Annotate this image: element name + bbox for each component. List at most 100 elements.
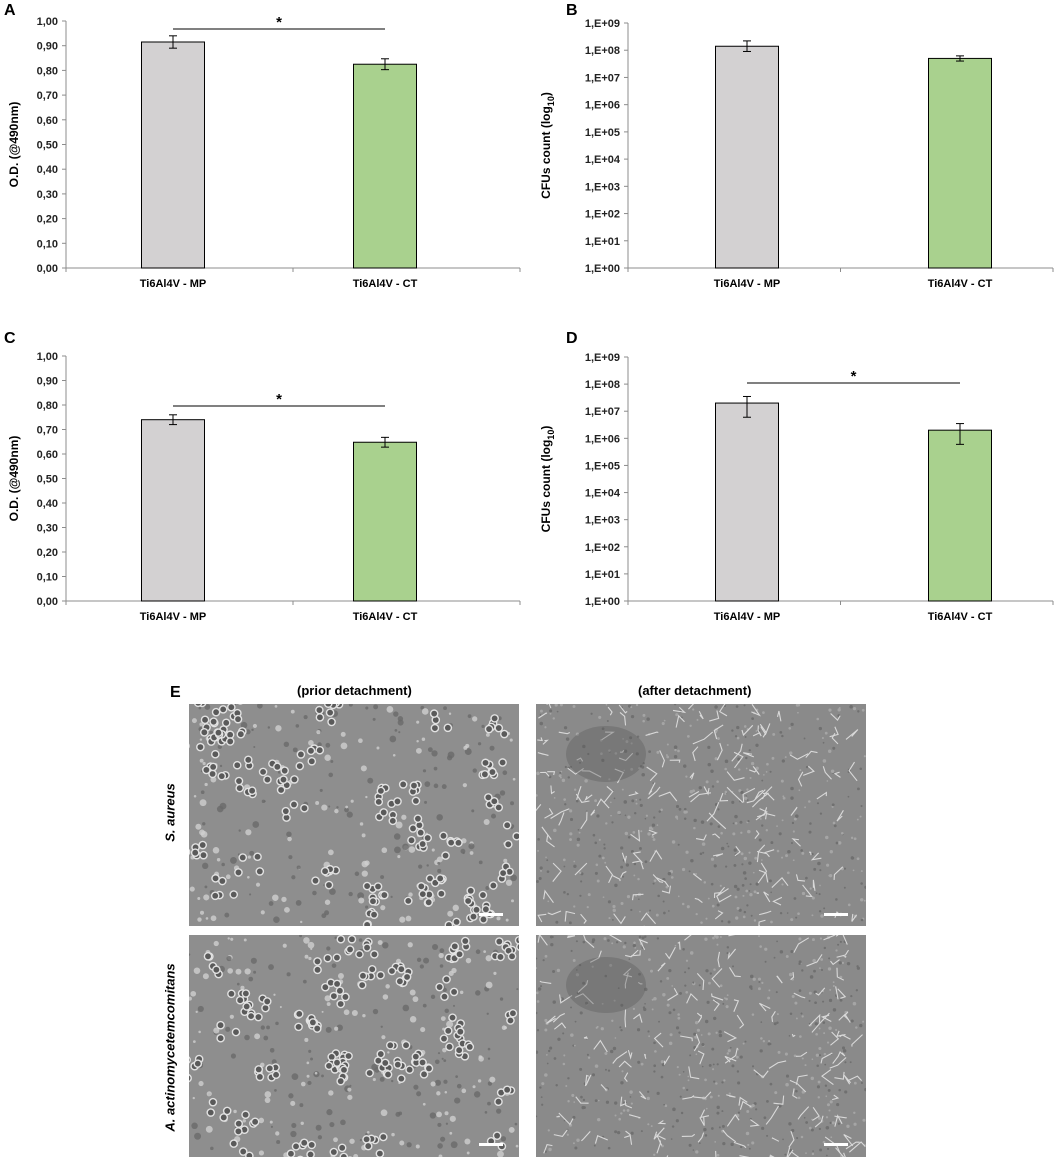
sem-particle bbox=[315, 800, 320, 805]
sem-grain bbox=[685, 850, 689, 854]
y-tick-label: 0,60 bbox=[37, 115, 58, 127]
sem-particle bbox=[358, 938, 363, 942]
sem-bacterium bbox=[311, 876, 320, 885]
sem-grain bbox=[592, 833, 596, 837]
sem-grain bbox=[647, 832, 651, 836]
sem-crack bbox=[791, 838, 801, 847]
sem-particle bbox=[295, 724, 300, 728]
sem-crack bbox=[547, 771, 556, 776]
sem-bacterium bbox=[234, 1119, 244, 1128]
sem-grain bbox=[646, 1096, 650, 1101]
sem-grain bbox=[544, 1018, 548, 1022]
sem-bacterium bbox=[367, 964, 377, 974]
sem-particle bbox=[271, 1059, 277, 1065]
sem-bacterium bbox=[469, 912, 478, 921]
sem-grain bbox=[616, 1130, 621, 1135]
sem-particle bbox=[449, 1115, 456, 1122]
sem-grain bbox=[745, 756, 748, 760]
sem-grain bbox=[846, 961, 851, 966]
sem-grain bbox=[536, 967, 538, 969]
sem-particle bbox=[483, 950, 487, 953]
sem-bacterium bbox=[443, 1026, 453, 1036]
sem-grain bbox=[844, 1061, 847, 1064]
sem-grain bbox=[624, 831, 629, 836]
sem-crack bbox=[773, 1095, 785, 1105]
sem-grain bbox=[579, 894, 582, 897]
sem-crack bbox=[759, 723, 767, 738]
sem-grain bbox=[752, 871, 755, 874]
y-tick-label: 0,70 bbox=[37, 90, 58, 102]
sem-bacterium bbox=[385, 1040, 395, 1050]
sem-grain bbox=[832, 746, 836, 750]
sem-grain bbox=[604, 861, 607, 864]
sem-particle bbox=[460, 848, 466, 854]
sem-particle bbox=[381, 1035, 386, 1040]
sem-grain bbox=[558, 774, 562, 778]
sem-row-label-a-actino: A. actinomycetemcomitans bbox=[162, 963, 178, 1132]
sem-grain bbox=[700, 921, 703, 924]
sem-bacterium bbox=[235, 995, 245, 1005]
sem-grain bbox=[749, 985, 753, 989]
sem-grain bbox=[799, 1035, 802, 1038]
sem-particle bbox=[290, 709, 295, 714]
sem-crack bbox=[754, 830, 760, 839]
sem-grain bbox=[828, 708, 832, 712]
sem-particle bbox=[330, 759, 334, 763]
sem-crack bbox=[656, 877, 670, 888]
sem-particle bbox=[328, 1090, 334, 1096]
sem-bacterium bbox=[452, 917, 461, 926]
sem-grain bbox=[724, 767, 727, 771]
sem-bacterium bbox=[216, 1033, 225, 1043]
sem-bacterium bbox=[357, 980, 367, 990]
sem-grain bbox=[755, 1108, 758, 1111]
sem-grain bbox=[758, 935, 760, 938]
sem-grain bbox=[573, 1044, 576, 1047]
sem-grain bbox=[766, 762, 769, 766]
sem-grain bbox=[630, 1131, 634, 1135]
sem-grain bbox=[675, 713, 679, 717]
sem-grain bbox=[798, 962, 801, 966]
sem-grain bbox=[634, 812, 637, 815]
sem-bacterium bbox=[196, 742, 205, 752]
sem-grain bbox=[713, 1080, 716, 1083]
sem-particle bbox=[499, 790, 506, 796]
sem-grain bbox=[749, 893, 753, 897]
sem-grain bbox=[819, 1148, 823, 1152]
sem-grain bbox=[726, 946, 730, 949]
sem-grain bbox=[818, 1047, 822, 1051]
sem-grain bbox=[594, 1099, 598, 1103]
sem-particle bbox=[268, 964, 274, 971]
panel-label-e: E bbox=[170, 684, 181, 701]
sem-grain bbox=[818, 1116, 822, 1120]
sem-crack bbox=[648, 782, 656, 795]
scale-bar bbox=[824, 1143, 848, 1146]
sem-grain bbox=[769, 770, 772, 773]
sem-grain bbox=[713, 864, 717, 868]
sem-grain bbox=[564, 765, 567, 769]
sem-grain bbox=[861, 708, 865, 712]
sem-grain bbox=[805, 876, 808, 880]
sem-particle bbox=[487, 1057, 491, 1060]
sem-particle bbox=[225, 1026, 231, 1032]
sem-particle bbox=[447, 751, 455, 759]
x-label-mp: Ti6Al4V - MP bbox=[140, 611, 206, 623]
sem-particle bbox=[281, 896, 287, 903]
sem-grain bbox=[776, 825, 778, 828]
sem-crack bbox=[805, 750, 818, 758]
sem-grain bbox=[801, 891, 806, 896]
sem-crack bbox=[550, 785, 555, 795]
sem-grain bbox=[785, 955, 789, 958]
sem-grain bbox=[591, 965, 594, 968]
sem-grain bbox=[641, 936, 645, 940]
sem-bacterium bbox=[495, 937, 504, 946]
sem-crack bbox=[558, 731, 571, 735]
sem-grain bbox=[828, 998, 833, 1003]
sem-grain bbox=[544, 954, 548, 958]
sem-particle bbox=[391, 1132, 395, 1137]
sem-grain bbox=[536, 957, 538, 960]
sem-grain bbox=[718, 1030, 722, 1034]
sem-grain bbox=[617, 810, 621, 815]
sem-bacterium bbox=[227, 704, 236, 712]
sem-crack bbox=[677, 941, 681, 950]
sem-particle bbox=[346, 811, 353, 818]
